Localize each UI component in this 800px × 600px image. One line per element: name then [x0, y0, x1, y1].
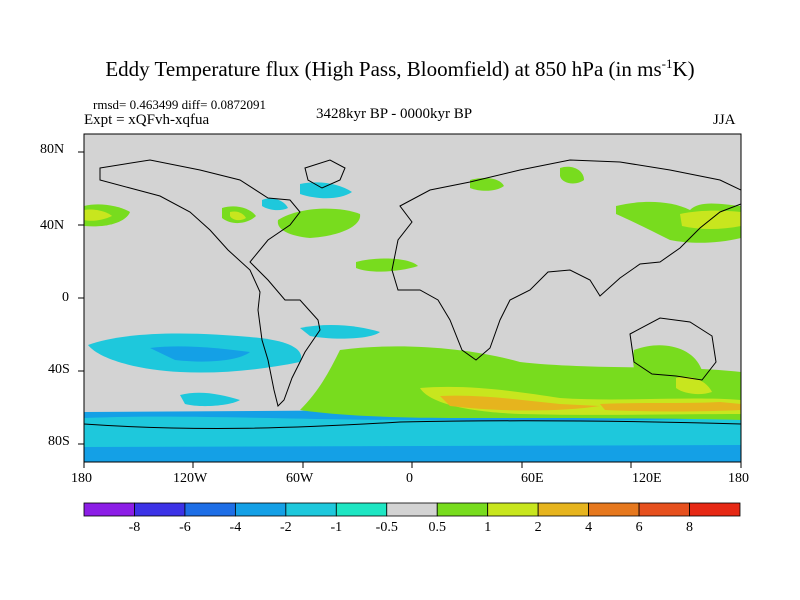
colorbar-label-0: -8	[128, 520, 141, 535]
colorbar-box-1	[134, 502, 186, 517]
greenland-coastline	[304, 159, 346, 189]
colorbar-label-3: -2	[280, 520, 292, 535]
europe-positive	[470, 178, 504, 191]
colorbar-label-8: 2	[534, 520, 542, 535]
colorbar-label-9: 4	[585, 520, 593, 535]
lon-tick-60w: 60W	[286, 471, 314, 486]
colorbar-box-4	[285, 502, 337, 517]
experiment-label: Expt = xQFvh-xqfua	[84, 112, 210, 128]
lon-tick-120e: 120E	[632, 471, 662, 486]
north-atlantic-positive	[277, 208, 361, 238]
antarctic-negative-core	[84, 416, 741, 447]
lon-tick-180e: 180	[728, 471, 749, 486]
australia-positive-core	[676, 376, 712, 395]
colorbar-box-10	[588, 502, 640, 517]
colorbar-box-11	[638, 502, 690, 517]
lat-tick-80s: 80S	[48, 434, 70, 449]
southern-ocean-positive-core	[440, 395, 600, 411]
rmsd-diff-label: rmsd= 0.463499 diff= 0.0872091	[93, 97, 266, 112]
lat-tickmarks	[78, 151, 84, 445]
colorbar-box-8	[487, 502, 539, 517]
afro-eurasia-coastline	[391, 159, 741, 361]
antarctica-coastline	[84, 420, 741, 429]
south-pacific-negative-core	[150, 346, 250, 362]
north-africa-positive	[356, 258, 418, 272]
labrador-negative	[262, 198, 288, 211]
lat-tick-40n: 40N	[40, 218, 65, 233]
lon-tickmarks	[83, 462, 742, 468]
colorbar-label-6: 0.5	[428, 520, 446, 535]
north-america-positive-core	[230, 211, 246, 221]
chart-title: Eddy Temperature flux (High Pass, Bloomf…	[105, 56, 695, 81]
south-pacific-negative-small	[180, 392, 240, 407]
season-label: JJA	[713, 112, 736, 128]
colorbar-label-5: -0.5	[375, 520, 398, 535]
colorbar-box-6	[386, 502, 438, 517]
lat-tick-40s: 40S	[48, 362, 70, 377]
americas-coastline	[99, 159, 321, 407]
colorbar-label-1: -6	[179, 520, 191, 535]
colorbar-label-10: 6	[635, 520, 643, 535]
colorbar-label-7: 1	[484, 520, 492, 535]
colorbar-box-3	[234, 502, 287, 517]
lon-tick-60e: 60E	[521, 471, 544, 486]
lat-tick-80n: 80N	[40, 142, 65, 157]
colorbar-box-0	[83, 502, 135, 517]
coastlines	[84, 159, 741, 429]
colorbar	[83, 502, 741, 517]
lon-tick-0: 0	[406, 471, 413, 486]
colorbar-label-2: -4	[229, 520, 242, 535]
colorbar-box-9	[537, 502, 590, 517]
north-atlantic-negative	[300, 182, 352, 199]
flux-anomaly-field	[84, 166, 741, 462]
colorbar-box-12	[689, 502, 741, 517]
indian-ocean-positive-core	[600, 402, 741, 412]
lon-tick-180w: 180	[71, 471, 92, 486]
north-pacific-positive-west-core	[84, 209, 112, 221]
australia-coastline	[629, 317, 717, 381]
lat-tick-0: 0	[62, 290, 69, 305]
siberia-positive	[560, 166, 584, 184]
colorbar-label-11: 8	[686, 520, 694, 535]
colorbar-label-4: -1	[330, 520, 343, 535]
colorbar-box-7	[436, 502, 489, 517]
colorbar-box-2	[184, 502, 236, 517]
lon-tick-120w: 120W	[173, 471, 208, 486]
period-label: 3428kyr BP - 0000kyr BP	[316, 106, 473, 122]
colorbar-box-5	[335, 502, 388, 517]
